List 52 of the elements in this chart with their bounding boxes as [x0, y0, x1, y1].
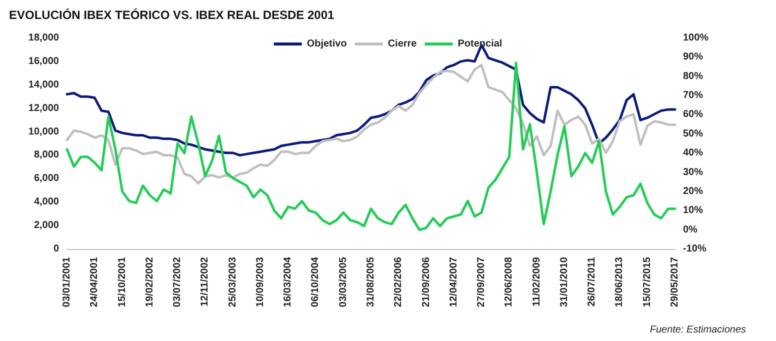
x-tick-label: 15/07/2015	[642, 256, 653, 308]
x-tick-label: 10/09/2003	[254, 256, 266, 308]
x-tick-label: 12/11/2002	[200, 256, 211, 306]
y-tick-label: 8,000	[34, 150, 60, 161]
y2-tick-label: 40%	[683, 148, 704, 159]
y-tick-label: 0	[53, 244, 60, 254]
x-tick-label: 16/03/2004	[282, 256, 294, 308]
x-tick-label: 22/02/2006	[393, 256, 404, 308]
y2-tick-label: 100%	[683, 32, 709, 44]
y-tick-label: 12,000	[28, 102, 60, 114]
x-tick-label: 21/09/2006	[420, 256, 432, 308]
x-tick-label: 06/10/2004	[310, 256, 322, 308]
x-tick-label: 15/10/2001	[116, 256, 128, 308]
y-tick-label: 10,000	[28, 126, 60, 138]
x-tick-label: 03/03/2005	[338, 256, 349, 308]
x-tick-label: 12/04/2007	[448, 256, 460, 308]
legend-label: Cierre	[388, 38, 418, 50]
y2-tick-label: 20%	[683, 186, 704, 197]
x-tick-label: 31/01/2010	[558, 256, 570, 308]
source-note: Fuente: Estimaciones	[650, 324, 746, 336]
y2-tick-label: -10%	[683, 244, 706, 254]
x-tick-label: 31/08/2005	[366, 256, 376, 308]
legend-label: Objetivo	[306, 38, 347, 50]
y-tick-label: 6,000	[34, 173, 60, 184]
line-series	[66, 62, 676, 232]
x-tick-label: 26/07/2011	[586, 256, 598, 306]
x-tick-label: 03/07/2002	[172, 256, 184, 308]
x-tick-label: 03/01/2001	[62, 256, 72, 308]
chart-title: EVOLUCIÓN IBEX TEÓRICO VS. IBEX REAL DESDE 2001	[9, 8, 335, 22]
y2-tick-label: 50%	[683, 128, 704, 140]
x-tick-label: 11/02/2009	[531, 256, 542, 306]
x-tick-label: 19/02/2002	[144, 256, 156, 308]
y2-tick-label: 80%	[683, 70, 704, 82]
x-tick-label: 18/06/2013	[614, 256, 626, 308]
y2-tick-label: 0%	[683, 224, 698, 236]
y-tick-label: 2,000	[34, 220, 60, 232]
y2-tick-label: 60%	[683, 109, 704, 120]
y2-tick-label: 10%	[683, 205, 704, 216]
y2-tick-label: 30%	[683, 166, 704, 178]
legend-label: Potencial	[458, 38, 502, 50]
x-tick-label: 27/09/2007	[476, 256, 488, 308]
y-tick-label: 14,000	[28, 79, 60, 90]
line-series	[66, 64, 676, 185]
y-tick-label: 16,000	[28, 56, 60, 67]
y-tick-label: 4,000	[34, 196, 60, 208]
x-tick-label: 24/04/2001	[89, 256, 100, 308]
x-tick-label: 25/03/2003	[227, 256, 238, 308]
x-tick-label: 29/05/2017	[670, 256, 680, 308]
y2-tick-label: 90%	[683, 52, 704, 63]
y-tick-label: 18,000	[28, 32, 60, 44]
x-tick-label: 12/06/2008	[504, 256, 515, 308]
y2-tick-label: 70%	[683, 90, 704, 102]
